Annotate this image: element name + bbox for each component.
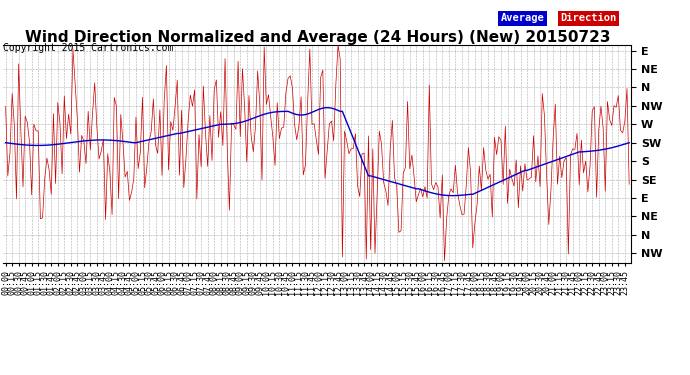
- Text: Average: Average: [501, 13, 544, 23]
- Title: Wind Direction Normalized and Average (24 Hours) (New) 20150723: Wind Direction Normalized and Average (2…: [25, 30, 610, 45]
- Text: Copyright 2015 Cartronics.com: Copyright 2015 Cartronics.com: [3, 43, 174, 53]
- Text: Direction: Direction: [560, 13, 617, 23]
